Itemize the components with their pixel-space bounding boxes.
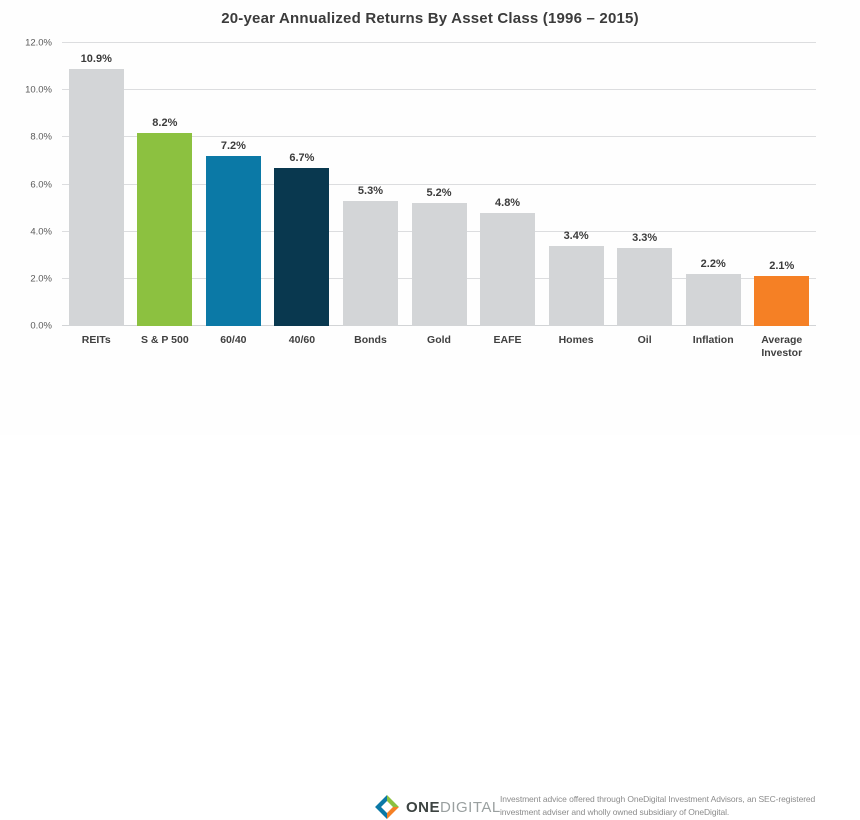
bar-value-label-s-p-500: 8.2%	[152, 116, 178, 129]
bar-value-label-60-40: 7.2%	[220, 140, 246, 153]
x-axis-label-oil: Oil	[637, 334, 652, 346]
bar-value-label-eafe: 4.8%	[495, 196, 521, 209]
x-axis-label-40-60: 40/60	[288, 334, 316, 346]
x-axis-label-inflation: Inflation	[692, 334, 734, 346]
chart-page: 20-year Annualized Returns By Asset Clas…	[0, 10, 860, 819]
y-axis: 0.0% 2.0% 4.0% 6.0% 8.0% 10.0% 12.0%	[0, 38, 54, 332]
y-tick-label: 2.0%	[30, 273, 52, 285]
y-tick-label: 10.0%	[25, 84, 52, 96]
y-tick-label: 8.0%	[30, 131, 52, 143]
bar-inflation	[685, 274, 741, 326]
bar-s-p-500	[137, 132, 193, 326]
bar-slot-eafe: 4.8% EAFE	[473, 43, 542, 346]
bar-slot-reits: 10.9% REITs	[62, 43, 131, 346]
x-axis-label-average-investor: Average Investor	[761, 334, 803, 359]
onedigital-diamond-icon	[375, 795, 399, 819]
chart-title: 20-year Annualized Returns By Asset Clas…	[221, 10, 639, 27]
bar-value-label-bonds: 5.3%	[357, 185, 383, 198]
x-axis-label-s-p-500: S & P 500	[140, 334, 189, 346]
bar-reits	[68, 68, 124, 326]
bar-gold	[411, 203, 467, 326]
gridline	[62, 42, 816, 43]
bar-value-label-40-60: 6.7%	[289, 152, 315, 164]
bar-value-label-average-investor: 2.1%	[769, 260, 795, 273]
onedigital-logo: ONEDIGITAL	[374, 794, 501, 820]
bar-value-label-inflation: 2.2%	[700, 258, 726, 271]
bar-40-60	[274, 168, 330, 326]
logo-text-one: ONE	[406, 798, 441, 816]
bar-slot-gold: 5.2% Gold	[405, 43, 474, 346]
x-axis-label-bonds: Bonds	[354, 334, 387, 346]
y-tick-label: 4.0%	[30, 226, 52, 238]
bars-row: 10.9% REITs 8.2% S & P 500 7.2% 60/40 6.7% 40/6…	[62, 43, 816, 359]
x-axis-label-60-40: 60/40	[220, 334, 247, 346]
bar-oil	[617, 248, 673, 326]
x-axis-label-homes: Homes	[558, 334, 594, 346]
gridline	[62, 136, 816, 138]
bar-value-label-reits: 10.9%	[80, 52, 112, 65]
footer: ONEDIGITAL Investment advice offered thr…	[0, 391, 860, 819]
bar-value-label-gold: 5.2%	[426, 187, 452, 200]
y-tick-label: 12.0%	[25, 37, 52, 49]
bar-average-investor	[754, 276, 810, 326]
onedigital-logo-text: ONEDIGITAL	[406, 799, 501, 816]
gridline	[62, 89, 816, 91]
disclaimer-text: Investment advice offered through OneDig…	[500, 794, 816, 817]
bar-slot-bonds: 5.3% Bonds	[336, 43, 405, 346]
bar-60-40	[205, 156, 261, 326]
bar-value-label-oil: 3.3%	[632, 232, 658, 245]
logo-text-digital: DIGITAL	[440, 798, 501, 816]
bar-slot-oil: 3.3% Oil	[610, 43, 679, 346]
y-tick-label: 6.0%	[30, 179, 52, 190]
x-axis-label-eafe: EAFE	[493, 334, 522, 346]
y-tick-label: 0.0%	[30, 320, 52, 332]
bar-slot-60-40: 7.2% 60/40	[199, 43, 268, 346]
bar-slot-average-investor: 2.1% Average Investor	[747, 43, 816, 359]
bar-slot-s-p-500: 8.2% S & P 500	[131, 43, 200, 346]
bar-eafe	[480, 212, 536, 326]
x-axis-label-reits: REITs	[81, 334, 111, 346]
bar-bonds	[342, 201, 398, 326]
x-axis-label-gold: Gold	[427, 334, 451, 346]
bar-slot-inflation: 2.2% Inflation	[679, 43, 748, 346]
bar-slot-40-60: 6.7% 40/60	[268, 43, 337, 346]
bar-slot-homes: 3.4% Homes	[542, 43, 611, 346]
plot-area: 10.9% REITs 8.2% S & P 500 7.2% 60/40 6.7% 40/6…	[62, 42, 816, 359]
bar-homes	[548, 245, 604, 326]
gridline	[62, 183, 816, 185]
bar-value-label-homes: 3.4%	[563, 229, 589, 242]
